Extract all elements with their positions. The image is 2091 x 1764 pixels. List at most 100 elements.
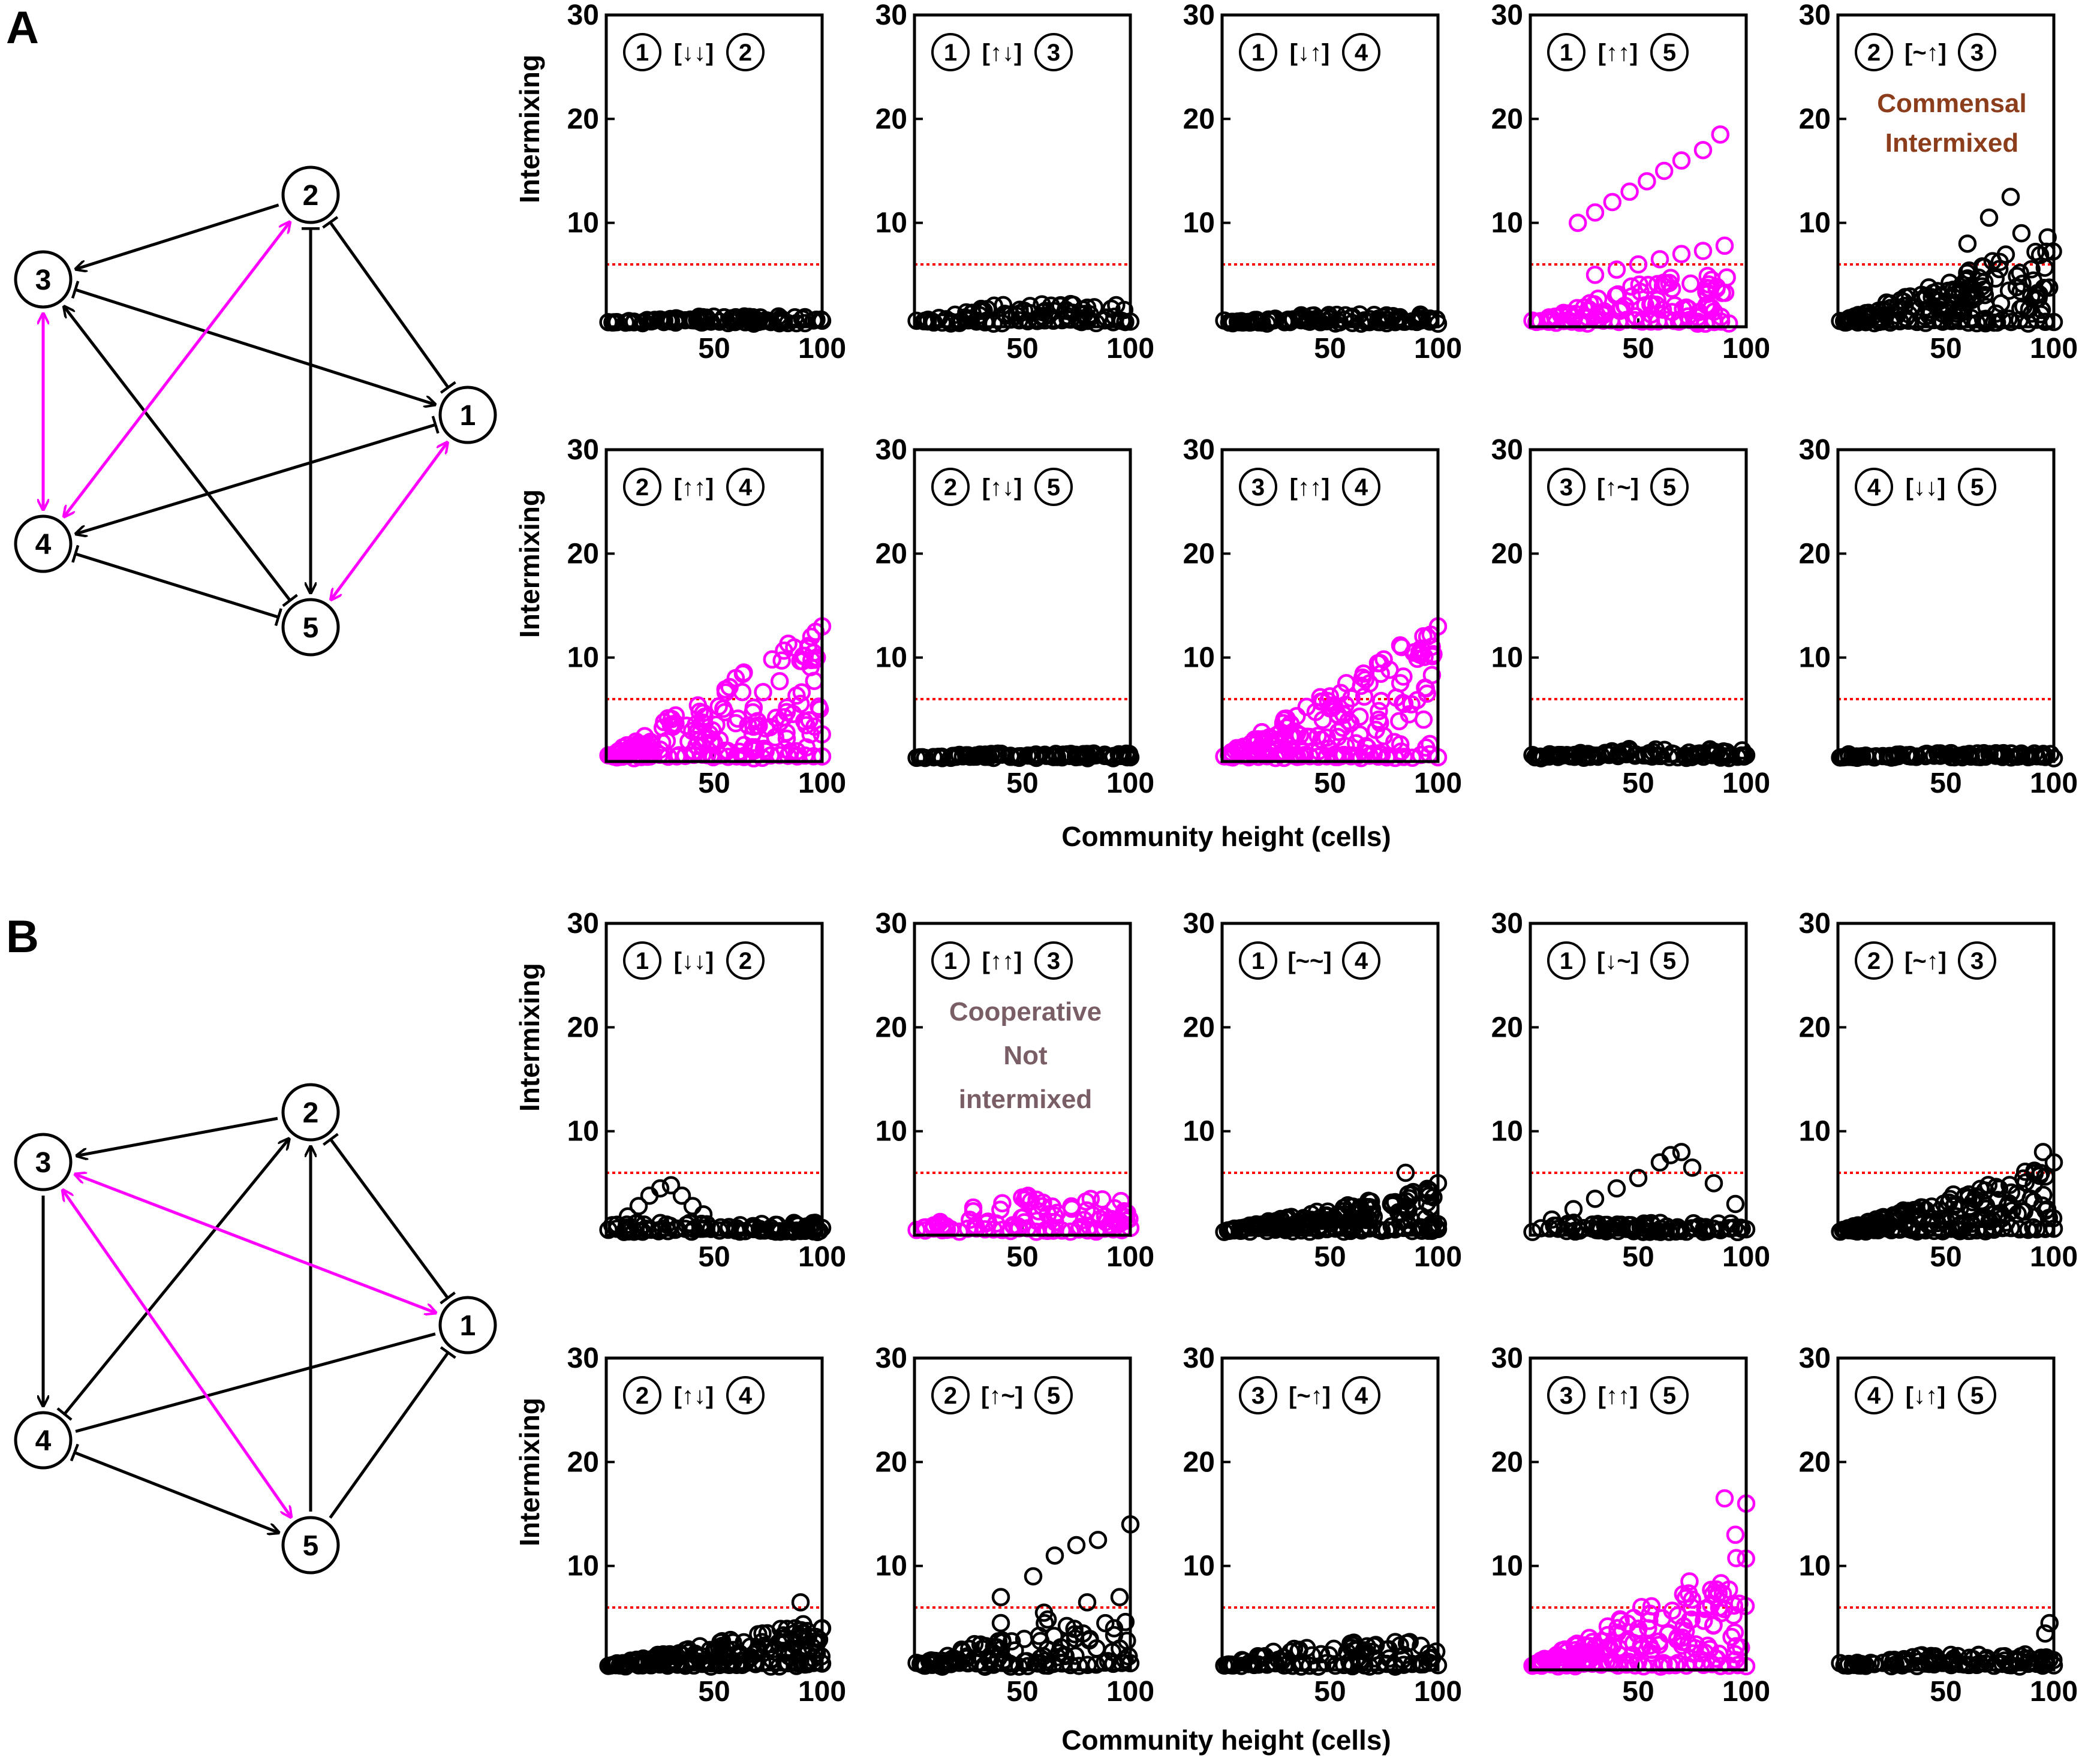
data-point: [810, 700, 829, 719]
pair-node-right: [1650, 941, 1689, 980]
data-point: [1292, 1221, 1311, 1240]
data-point: [1070, 1220, 1088, 1239]
data-point: [766, 709, 786, 727]
pair-node-right: [1342, 941, 1380, 980]
data-point: [1223, 1220, 1242, 1239]
data-point: [1942, 748, 1961, 766]
data-point: [633, 1656, 652, 1675]
data-point: [1044, 1654, 1063, 1673]
data-point: [1309, 1657, 1328, 1676]
data-point: [702, 746, 720, 765]
data-point: [1993, 1654, 2012, 1673]
pair-node-left: [623, 468, 661, 506]
pair-node-right: [1034, 468, 1073, 506]
data-point: [1653, 1609, 1672, 1628]
data-point: [1403, 312, 1422, 331]
data-point: [770, 314, 789, 333]
x-tick-label: 100: [1106, 1676, 1154, 1708]
data-point: [1967, 747, 1986, 766]
x-tick-label: 50: [698, 767, 730, 799]
data-point: [2016, 1173, 2035, 1192]
data-point: [1686, 746, 1704, 765]
network-node-label: 3: [35, 1147, 52, 1179]
y-tick-label: 20: [875, 538, 907, 570]
data-point: [1412, 645, 1431, 663]
data-point: [702, 1657, 720, 1676]
data-point: [1653, 300, 1672, 319]
panel-label-b: B: [6, 911, 39, 962]
data-point: [1831, 1222, 1849, 1241]
scatter-plot-b-1-5: 10 20 30 50 100 1 [↓~] 5: [1491, 908, 1770, 1273]
data-point: [796, 1221, 814, 1241]
data-point: [1390, 712, 1409, 730]
data-point: [1078, 1593, 1097, 1612]
data-point: [1704, 1615, 1723, 1634]
data-point: [1629, 1169, 1648, 1187]
data-point: [1976, 314, 1995, 333]
data-point: [933, 749, 952, 767]
y-tick-label: 10: [567, 642, 599, 674]
pair-node-left: [1239, 468, 1277, 506]
network-node-4: [14, 514, 73, 573]
pair-node-left-label: 4: [1867, 1383, 1881, 1409]
pair-node-right-label: 4: [1355, 40, 1368, 66]
data-point: [1942, 1655, 1961, 1675]
y-tick-label: 10: [1799, 1551, 1831, 1582]
pair-node-left-label: 1: [1251, 948, 1265, 974]
pair-node-right-label: 3: [1970, 948, 1984, 974]
data-point: [1105, 1199, 1124, 1218]
data-point: [796, 314, 814, 333]
pair-node-right-label: 5: [1970, 1383, 1984, 1409]
y-tick-label: 30: [1183, 0, 1215, 31]
data-point: [1368, 1220, 1388, 1239]
data-point: [1873, 312, 1893, 331]
data-point: [753, 1221, 772, 1240]
data-point: [941, 748, 960, 767]
data-point: [1045, 1546, 1064, 1565]
data-point: [1061, 746, 1080, 764]
data-point: [733, 664, 753, 684]
data-point: [1891, 1220, 1909, 1239]
data-point: [599, 1220, 618, 1239]
data-point: [1377, 1221, 1396, 1239]
data-point: [1018, 1657, 1037, 1675]
x-tick-label: 50: [1622, 1241, 1654, 1273]
data-point: [1283, 746, 1302, 764]
data-point: [762, 312, 780, 332]
data-point: [950, 1222, 969, 1241]
data-point: [1831, 312, 1849, 330]
data-point: [1070, 1657, 1088, 1675]
data-point: [1564, 1200, 1583, 1218]
data-point: [1979, 208, 1999, 227]
data-point: [1642, 747, 1662, 766]
data-point: [916, 1656, 935, 1675]
data-point: [762, 746, 780, 765]
data-point: [1542, 1210, 1562, 1229]
annotation-text: Cooperative: [949, 997, 1102, 1027]
data-point: [607, 312, 627, 332]
data-point: [1720, 1580, 1738, 1599]
data-point: [1018, 312, 1037, 330]
data-point: [1027, 748, 1046, 767]
data-point: [1950, 1222, 1969, 1241]
data-point: [1078, 1221, 1097, 1240]
pair-node-left-label: 3: [1560, 1383, 1573, 1409]
pair-node-left-label: 1: [1560, 948, 1573, 974]
data-point: [977, 1637, 995, 1655]
data-point: [1651, 746, 1670, 766]
x-tick-label: 100: [798, 767, 846, 799]
network-node-label: 4: [35, 529, 52, 561]
plot-frame: [1836, 13, 2056, 329]
data-point: [1067, 1536, 1086, 1555]
plot-frame: [1220, 1356, 1440, 1672]
pair-node-left-label: 1: [944, 948, 957, 974]
data-point: [1036, 1221, 1054, 1240]
data-point: [778, 746, 798, 765]
pair-node-right: [726, 468, 765, 506]
data-point: [1081, 1190, 1100, 1208]
data-point: [993, 1194, 1012, 1212]
data-point: [684, 1656, 703, 1675]
data-point: [1925, 1221, 1943, 1241]
data-point: [801, 725, 820, 743]
pair-node-left-label: 3: [1560, 474, 1573, 501]
